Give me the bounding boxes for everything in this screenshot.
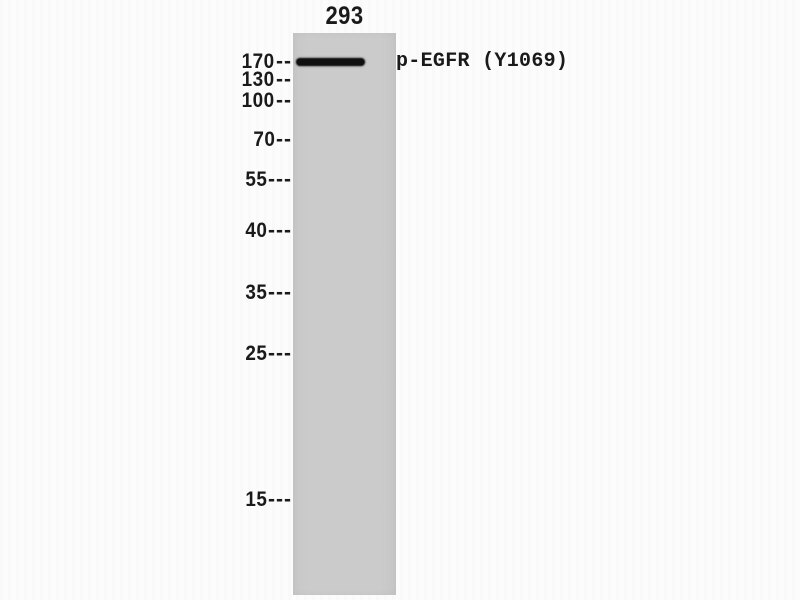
mw-marker-value: 35 [245, 281, 268, 304]
lane-header-label: 293 [325, 2, 364, 30]
mw-marker-row-35: 35--- [0, 282, 292, 304]
mw-marker-ticks: -- [276, 68, 292, 91]
mw-marker-row-15: 15--- [0, 489, 292, 511]
mw-marker-value: 55 [245, 168, 268, 191]
mw-marker-value: 40 [245, 219, 268, 242]
mw-marker-row-170: 170-- [0, 51, 292, 73]
mw-marker-ticks: -- [276, 128, 292, 151]
mw-marker-row-25: 25--- [0, 343, 292, 365]
mw-marker-column: 170-- 130-- 100-- 70-- 55--- 40--- 35--- 25--- 1… [0, 0, 293, 600]
mw-marker-ticks: --- [268, 168, 292, 191]
mw-marker-row-70: 70-- [0, 129, 292, 151]
band-annotation: p-EGFR (Y1069) [396, 50, 569, 73]
mw-marker-ticks: --- [268, 281, 292, 304]
mw-marker-ticks: --- [268, 488, 292, 511]
mw-marker-ticks: -- [276, 50, 292, 73]
mw-marker-row-130: 130-- [0, 69, 292, 91]
mw-marker-ticks: --- [268, 342, 292, 365]
mw-marker-value: 70 [253, 128, 275, 151]
mw-marker-row-100: 100-- [0, 90, 292, 112]
mw-marker-value: 130 [242, 68, 275, 91]
mw-marker-value: 15 [245, 488, 268, 511]
mw-marker-value: 25 [245, 342, 268, 365]
mw-marker-value: 100 [242, 89, 275, 112]
protein-band [296, 58, 365, 66]
mw-marker-row-55: 55--- [0, 169, 292, 191]
mw-marker-value: 170 [242, 50, 275, 73]
blot-lane [293, 33, 396, 595]
mw-marker-row-40: 40--- [0, 220, 292, 242]
mw-marker-ticks: --- [268, 219, 292, 242]
mw-marker-ticks: -- [276, 89, 292, 112]
